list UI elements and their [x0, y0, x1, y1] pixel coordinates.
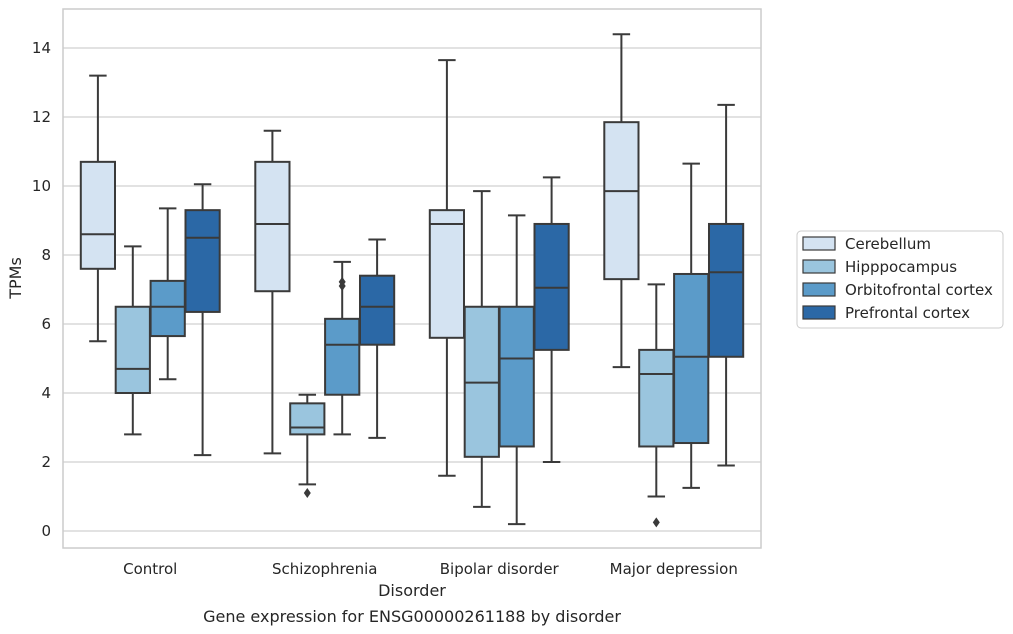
box-body: [428, 209, 466, 339]
box-2-2: [498, 214, 535, 526]
box-1-2: [463, 190, 500, 508]
plot-frame: [62, 8, 762, 549]
legend-item-0: Cerebellum: [802, 235, 931, 253]
box-3-2: [533, 176, 570, 463]
box-body: [603, 121, 640, 281]
y-tick-label-6: 6: [41, 315, 51, 333]
y-tick-label-12: 12: [32, 108, 51, 126]
legend-frame: [796, 230, 1004, 329]
box-body: [184, 209, 221, 313]
box-0-2: [428, 59, 466, 477]
x-axis-label: Disorder: [378, 581, 446, 600]
y-tick-label-0: 0: [41, 522, 51, 540]
box-body: [324, 317, 361, 396]
box-body: [149, 279, 186, 338]
legend-items: Cerebellum Hipppocampus Orbitofrontal cort…: [802, 235, 993, 322]
legend-label: Prefrontal cortex: [845, 304, 970, 322]
legend-swatch: [802, 236, 836, 251]
box-2-3: [673, 162, 710, 489]
box-1-3: [638, 283, 675, 528]
box-body: [79, 160, 117, 270]
x-tick-label-0: Control: [123, 560, 177, 578]
x-tick-label-3: Major depression: [610, 560, 738, 578]
outlier-point: [338, 276, 346, 287]
box-body: [638, 348, 675, 448]
legend-label: Cerebellum: [845, 235, 931, 253]
box-body: [114, 305, 151, 394]
outlier-point: [303, 488, 311, 499]
box-1-0: [114, 245, 151, 436]
y-axis-ticks: 0 2 4 6 8 10 12 14: [32, 39, 51, 540]
legend-item-1: Hipppocampus: [802, 258, 957, 276]
box-0-0: [79, 74, 117, 343]
x-tick-label-1: Schizophrenia: [272, 560, 377, 578]
box-body: [289, 402, 326, 436]
box-layer: [79, 33, 745, 528]
box-0-3: [603, 33, 640, 369]
legend-label: Orbitofrontal cortex: [845, 281, 993, 299]
box-1-1: [289, 393, 326, 499]
x-axis-ticks: Control Schizophrenia Bipolar disorder Majo…: [123, 560, 738, 578]
box-body: [673, 272, 710, 445]
legend-item-2: Orbitofrontal cortex: [802, 281, 993, 299]
outlier-point: [652, 517, 660, 528]
box-2-0: [149, 207, 186, 381]
box-body: [707, 222, 745, 358]
y-tick-label-4: 4: [41, 384, 51, 402]
box-3-3: [707, 103, 745, 467]
box-body: [358, 274, 396, 346]
legend-item-3: Prefrontal cortex: [802, 304, 970, 322]
box-3-0: [184, 183, 221, 457]
legend-swatch: [802, 305, 836, 320]
legend-swatch: [802, 259, 836, 274]
chart-caption: Gene expression for ENSG00000261188 by d…: [203, 607, 621, 626]
y-tick-label-2: 2: [41, 453, 51, 471]
box-3-1: [358, 238, 396, 439]
box-2-1: [324, 260, 361, 436]
legend-swatch: [802, 282, 836, 297]
legend: Cerebellum Hipppocampus Orbitofrontal cort…: [796, 230, 1004, 329]
y-tick-label-10: 10: [32, 177, 51, 195]
y-axis-label: TPMs: [6, 257, 25, 300]
box-body: [254, 160, 291, 293]
legend-label: Hipppocampus: [845, 258, 957, 276]
box-body: [498, 305, 535, 448]
y-tick-label-14: 14: [32, 39, 51, 57]
y-tick-label-8: 8: [41, 246, 51, 264]
x-tick-label-2: Bipolar disorder: [440, 560, 560, 578]
box-0-1: [254, 129, 291, 455]
